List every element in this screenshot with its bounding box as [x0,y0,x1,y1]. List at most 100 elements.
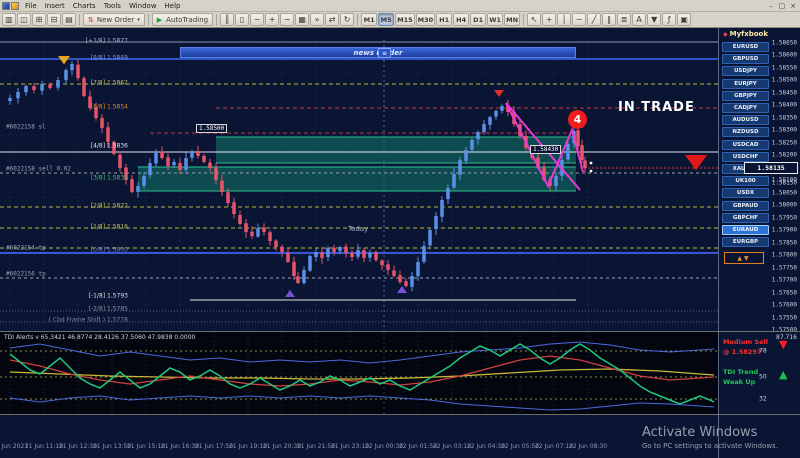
timeframe-w1[interactable]: W1 [487,13,504,26]
candle-body [244,223,248,232]
menu-insert[interactable]: Insert [44,1,65,10]
price-tick: 1.58150 [771,179,797,187]
candle-body [302,270,306,283]
symbol-button-gbpaud[interactable]: GBPAUD [722,200,769,211]
timeframe-m1[interactable]: M1 [361,13,378,26]
navigator-icon[interactable]: ⊟ [47,13,61,26]
restore-chart-button[interactable]: ▢ [778,1,786,10]
minimize-chart-button[interactable]: – [769,1,773,10]
buy-signal-arrow-1 [285,290,295,297]
cursor-icon[interactable]: ↖ [527,13,542,26]
autoscroll-icon[interactable]: » [310,13,325,26]
horizontal-line-icon[interactable]: ─ [572,13,587,26]
symbol-button-gbpchf[interactable]: GBPCHF [722,212,769,223]
vertical-line-icon[interactable]: │ [557,13,572,26]
timeframe-d1[interactable]: D1 [470,13,487,26]
timeframe-h4[interactable]: H4 [453,13,470,26]
indicator-separator[interactable] [0,331,800,332]
timeframe-m15[interactable]: M15 [395,13,415,26]
candle-body [580,145,584,160]
close-chart-button[interactable]: × [790,1,796,10]
candle-body [172,162,176,166]
candle-body [238,214,242,224]
activate-windows-subtext: Go to PC settings to activate Windows. [642,442,778,450]
pattern-trendline [505,102,584,189]
symbol-button-usdcad[interactable]: USDCAD [722,139,769,150]
menu-tools[interactable]: Tools [103,1,121,10]
zoom-in-icon[interactable]: + [265,13,280,26]
chart-canvas[interactable] [0,28,718,458]
timeframe-h1[interactable]: H1 [436,13,453,26]
candle-body [296,276,300,283]
menu-charts[interactable]: Charts [72,1,96,10]
symbol-button-nzdusd[interactable]: NZDUSD [722,127,769,138]
candle-body [214,167,218,180]
tile-windows-icon[interactable]: ▦ [295,13,310,26]
menu-window[interactable]: Window [128,1,157,10]
toolbar-separator [147,13,149,26]
market-watch-icon[interactable]: ⊞ [32,13,46,26]
symbol-button-uk100[interactable]: UK100 [722,176,769,187]
symbol-button-gbpjpy[interactable]: GBPJPY [722,90,769,101]
candle-body [434,216,438,230]
symbol-button-usdjpy[interactable]: USDJPY [722,66,769,77]
candle-body [392,270,396,276]
symbol-button-euraud[interactable]: EURAUD [722,225,769,235]
candle-body [250,231,254,236]
candle-body [482,124,486,133]
price-tick: 1.58450 [771,89,797,97]
timeframe-mn[interactable]: MN [504,13,521,26]
text-label-icon[interactable]: A [632,13,647,26]
candle-body [8,98,12,101]
autotrading-button[interactable]: ▶ AutoTrading [151,13,214,26]
candle-body [124,167,128,180]
arrows-icon[interactable]: ▼ [647,13,662,26]
candle-body [292,261,296,276]
candle-body [32,86,36,90]
menu-help[interactable]: Help [164,1,181,10]
app-icon [2,1,10,10]
new-chart-icon[interactable]: ▥ [2,13,16,26]
symbol-button-cadjpy[interactable]: CADJPY [722,103,769,113]
new-order-button[interactable]: ⇅ New Order ▾ [83,13,145,26]
symbol-button-usdchf[interactable]: USDCHF [722,151,769,162]
terminal-icon[interactable]: ▤ [62,13,76,26]
chart-window-icon [11,1,19,10]
channel-icon[interactable]: ∥ [602,13,617,26]
symbol-button-gbpusd[interactable]: GBPUSD [722,54,769,65]
zoom-out-icon[interactable]: − [280,13,295,26]
templates-icon[interactable]: ▣ [677,13,692,26]
symbol-button-usdx[interactable]: USDX [722,188,769,199]
menu-file[interactable]: File [25,1,37,10]
sell-signal-arrow [58,56,70,65]
fibonacci-icon[interactable]: ≣ [617,13,632,26]
candle-body [274,240,278,247]
candle-body [82,78,86,96]
timeframe-m30[interactable]: M30 [415,13,436,26]
candle-body [24,86,28,93]
line-chart-icon[interactable]: ~ [250,13,265,26]
candle-body [416,262,420,277]
refresh-icon[interactable]: ↻ [340,13,355,26]
price-tick: 1.58200 [771,151,797,159]
candle-body [130,179,134,192]
candle-body [566,144,570,160]
volatility-upper-band [9,341,715,364]
crosshair-icon[interactable]: + [542,13,557,26]
bar-chart-icon[interactable]: ║ [220,13,235,26]
profiles-icon[interactable]: ◫ [17,13,31,26]
symbol-button-eurusd[interactable]: EURUSD [722,42,769,52]
candlestick-chart-icon[interactable]: ▯ [235,13,250,26]
timeframe-m5[interactable]: M5 [378,13,395,26]
symbol-panel-toggle-button[interactable]: ▲▼ [724,252,764,264]
trendline-icon[interactable]: ╱ [587,13,602,26]
candle-body [268,232,272,241]
chart-shift-icon[interactable]: ⇄ [325,13,340,26]
indicators-icon[interactable]: ƒ [662,13,677,26]
price-tick: 1.58300 [771,126,797,134]
symbol-button-eurgbp[interactable]: EURGBP [722,237,769,248]
price-dot [589,169,593,173]
symbol-button-audusd[interactable]: AUDUSD [722,115,769,126]
candle-body [178,162,182,170]
symbol-button-eurjpy[interactable]: EURJPY [722,78,769,89]
